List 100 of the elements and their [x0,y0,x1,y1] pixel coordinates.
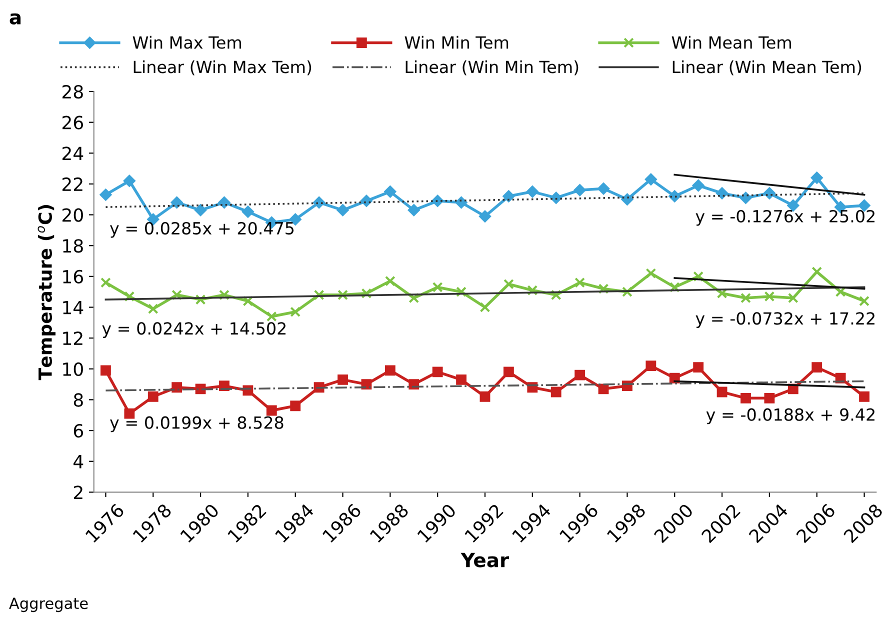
point [266,405,277,416]
point [598,284,609,294]
point [314,290,324,300]
point [219,290,230,300]
point [716,187,728,200]
point [479,210,491,222]
point [621,193,634,206]
legend-label: Win Max Tem [132,36,241,49]
y-tick-label: 12 [63,332,82,345]
point [716,386,728,398]
y-tick-label: 16 [63,270,84,284]
point [456,286,466,298]
point [242,296,254,306]
point [598,182,610,195]
y-tick-label: 24 [62,146,84,160]
y-tick-label: 28 [62,84,83,99]
point [646,268,656,279]
y-tick-label: 18 [63,239,83,253]
y-tick-label: 2 [74,486,82,500]
annotation: y = 0.0242x + 14.502 [102,322,286,338]
point [480,391,490,402]
y-tick-label: 14 [63,300,84,314]
y-tick-label: 22 [62,177,82,191]
point [503,278,514,290]
point [384,276,396,286]
point [148,304,158,314]
point [124,291,135,302]
point [170,196,183,208]
point [740,192,752,204]
point [764,291,775,302]
point [644,173,657,186]
point [550,386,562,398]
point [338,374,348,385]
point [195,294,206,305]
point [432,366,443,378]
point [242,206,254,218]
point [290,400,301,412]
point [740,292,751,304]
legend-label: Win Mean Tem [672,36,791,49]
point [432,282,443,292]
point [740,392,751,404]
point [574,370,586,380]
point [338,290,348,300]
point [764,392,775,404]
point [502,190,515,202]
y-tick-label: 4 [74,455,84,468]
point [266,311,277,322]
point [384,186,396,198]
annotation: y = -0.0188x + 9.42 [706,408,874,424]
legend-label: Win Min Tem [404,36,508,49]
point [693,271,704,282]
point [810,172,823,184]
point [646,360,656,372]
chart-title: a [10,13,21,25]
point [503,366,514,378]
point [172,290,182,300]
point [384,365,396,376]
point [526,186,538,198]
point [859,296,870,306]
point [574,277,586,288]
point [336,204,349,216]
point [100,365,111,376]
text: Aggregate [9,598,88,612]
annotation: y = 0.0199x + 8.528 [110,416,284,432]
point [812,362,822,373]
annotation: y = -0.1276x + 25.02 [696,210,874,226]
legend-label: Linear (Win Mean Tem) [672,60,862,76]
point [550,290,562,300]
y-tick-label: 20 [62,208,83,222]
point [480,302,490,312]
y-axis-title: Temperature ($^{o}$C) [38,205,56,380]
y-tick-label: 8 [74,393,83,407]
point [812,266,822,278]
point [290,306,301,318]
point [527,285,538,296]
legend-label: Linear (Win Min Tem) [406,60,578,76]
point [693,362,704,373]
point [859,391,870,402]
point [194,204,206,216]
point [100,277,111,288]
point [692,180,704,192]
point [124,408,135,419]
annotation: y = -0.0732x + 17.22 [696,312,874,328]
point [123,174,136,187]
y-tick-label: 10 [63,362,83,376]
point [669,282,680,292]
point [622,286,632,298]
point [788,292,798,304]
point [100,188,112,201]
y-tick-label: 26 [62,116,84,130]
point [456,374,466,385]
annotation: y = 0.0285x + 20.475 [110,222,294,238]
point [716,288,728,299]
legend-label: Linear (Win Max Tem) [134,60,312,76]
x-axis-title: Year [460,552,510,568]
y-tick-label: 6 [74,424,84,438]
point [148,391,158,402]
point [574,184,586,196]
point [408,204,420,216]
point [455,196,468,208]
